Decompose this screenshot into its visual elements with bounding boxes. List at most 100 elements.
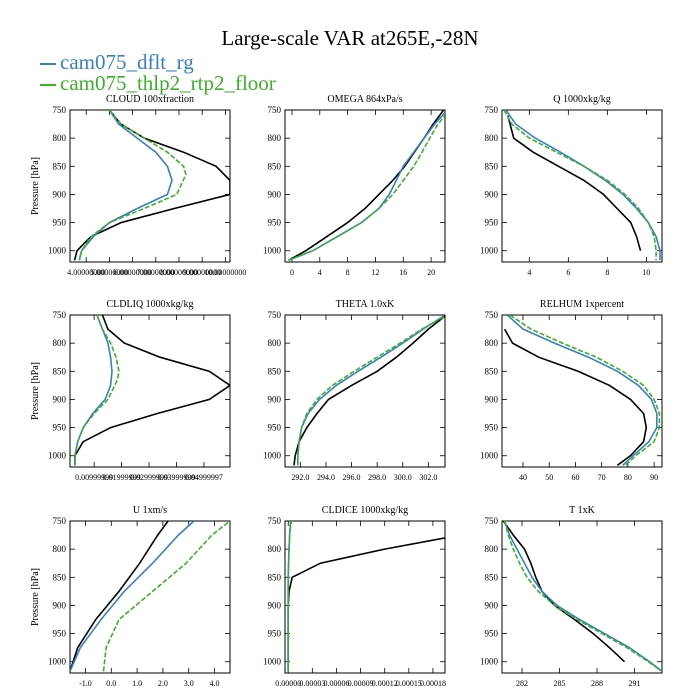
panel-title: CLOUD 100xfraction xyxy=(106,94,194,105)
y-tick-label: 800 xyxy=(485,544,499,554)
panel-title: U 1xm/s xyxy=(133,505,167,516)
y-tick-label: 750 xyxy=(485,105,499,115)
y-tick-label: 950 xyxy=(268,629,282,639)
y-tick-label: 1000 xyxy=(480,657,499,667)
x-tick-label: 292.0 xyxy=(291,473,309,482)
series-line-control xyxy=(293,315,445,466)
x-tick-label: 4 xyxy=(318,268,322,277)
y-axis-label: Pressure [hPa] xyxy=(30,157,41,215)
y-tick-label: 950 xyxy=(485,423,499,433)
x-tick-label: 4.00000000 xyxy=(67,268,105,277)
y-tick-label: 750 xyxy=(485,310,499,320)
figure-title: Large-scale VAR at265E,-28N xyxy=(221,26,479,50)
series-line-control xyxy=(74,315,230,466)
x-tick-label: 0.00999999 xyxy=(75,473,113,482)
y-tick-label: 850 xyxy=(53,161,67,171)
legend-label-dflt: cam075_dflt_rg xyxy=(60,50,194,74)
y-tick-label: 850 xyxy=(268,161,282,171)
y-tick-label: 800 xyxy=(485,338,499,348)
y-tick-label: 900 xyxy=(268,600,282,610)
x-tick-label: 0.01999999 xyxy=(103,473,141,482)
series-line-dflt xyxy=(506,315,658,466)
x-tick-label: 302.0 xyxy=(419,473,437,482)
x-tick-label: 16 xyxy=(399,268,407,277)
x-tick-label: 0 xyxy=(290,268,294,277)
x-tick-label: 296.0 xyxy=(343,473,361,482)
y-tick-label: 800 xyxy=(53,338,67,348)
y-axis-label: Pressure [hPa] xyxy=(30,362,41,420)
x-tick-label: 9.00000000 xyxy=(183,268,221,277)
x-tick-label: 0.04999997 xyxy=(185,473,223,482)
y-tick-label: 850 xyxy=(485,161,499,171)
panel-2: OMEGA 864xPa/s 750 800 850 900 950 1000 0 4 8 12 16… xyxy=(263,94,446,277)
panel-title: THETA 1.0xK xyxy=(336,299,395,310)
y-axis-label: Pressure [hPa] xyxy=(30,568,41,626)
x-tick-label: 0.00000 xyxy=(275,679,301,688)
legend-label-floor: cam075_thlp2_rtp2_floor xyxy=(60,71,276,95)
x-tick-label: 7.00000000 xyxy=(137,268,175,277)
x-tick-label: 2.0 xyxy=(158,679,168,688)
panel-3: Q 1000xkg/kg 750 800 850 900 950 1000 4 6 8 10 xyxy=(480,94,663,277)
series-line-floor xyxy=(78,110,187,261)
y-tick-label: 750 xyxy=(268,105,282,115)
legend-item-floor: cam075_thlp2_rtp2_floor xyxy=(40,73,276,94)
y-tick-label: 950 xyxy=(268,423,282,433)
x-tick-label: 0.0 xyxy=(106,679,116,688)
y-tick-label: 800 xyxy=(53,133,67,143)
y-tick-label: 850 xyxy=(268,572,282,582)
y-tick-label: 950 xyxy=(53,218,67,228)
plot-frame xyxy=(501,520,663,674)
series-line-floor xyxy=(288,115,445,262)
y-tick-label: 1000 xyxy=(48,246,67,256)
y-tick-label: 900 xyxy=(268,189,282,199)
x-tick-label: 282 xyxy=(516,679,528,688)
panel-7: U 1xm/s 750 800 850 900 950 1000 -1.0 0.0 1.0 2.0 3… xyxy=(30,505,231,688)
panel-1: CLOUD 100xfraction 750 800 850 900 950 1000 4.0… xyxy=(30,94,246,277)
y-tick-label: 900 xyxy=(268,394,282,404)
x-tick-label: 0.00015 xyxy=(396,679,422,688)
plot-frame xyxy=(284,314,446,468)
series-line-floor xyxy=(503,110,657,261)
y-tick-label: 750 xyxy=(53,310,67,320)
x-tick-label: 0.03999999 xyxy=(157,473,195,482)
y-tick-label: 800 xyxy=(268,338,282,348)
y-tick-label: 900 xyxy=(53,600,67,610)
y-tick-label: 900 xyxy=(53,189,67,199)
x-tick-label: 288 xyxy=(591,679,603,688)
series-line-control xyxy=(503,328,648,466)
x-tick-label: 3.0 xyxy=(184,679,194,688)
panel-6: RELHUM 1xpercent 750 800 850 900 950 1000 40 50 6… xyxy=(480,299,663,482)
series-line-floor xyxy=(287,521,293,672)
series-line-floor xyxy=(74,315,120,466)
x-tick-label: 298.0 xyxy=(368,473,386,482)
series-line-dflt xyxy=(296,315,445,466)
x-tick-label: 40 xyxy=(519,473,527,482)
x-tick-label: -1.0 xyxy=(79,679,92,688)
x-tick-label: 10 xyxy=(642,268,650,277)
y-tick-label: 1000 xyxy=(48,657,67,667)
x-tick-label: 0.02999999 xyxy=(130,473,168,482)
y-tick-label: 850 xyxy=(53,366,67,376)
y-tick-label: 1000 xyxy=(263,451,282,461)
y-tick-label: 750 xyxy=(485,516,499,526)
y-tick-label: 900 xyxy=(485,600,499,610)
y-tick-label: 900 xyxy=(485,394,499,404)
y-tick-label: 800 xyxy=(485,133,499,143)
y-tick-label: 800 xyxy=(268,133,282,143)
x-tick-label: 8 xyxy=(605,268,609,277)
y-tick-label: 1000 xyxy=(263,246,282,256)
y-tick-label: 1000 xyxy=(480,451,499,461)
y-tick-label: 750 xyxy=(53,516,67,526)
series-line-floor xyxy=(503,521,662,672)
panel-8: CLDICE 1000xkg/kg 750 800 850 900 950 1000 0.00… xyxy=(263,505,446,688)
y-tick-label: 1000 xyxy=(480,246,499,256)
legend-swatch-dflt xyxy=(40,63,56,66)
y-tick-label: 750 xyxy=(268,310,282,320)
y-tick-label: 900 xyxy=(485,189,499,199)
x-tick-label: 6 xyxy=(566,268,570,277)
x-tick-label: 70 xyxy=(598,473,606,482)
plot-frame xyxy=(284,109,446,263)
y-tick-label: 800 xyxy=(268,544,282,554)
panel-title: Q 1000xkg/kg xyxy=(553,94,611,105)
